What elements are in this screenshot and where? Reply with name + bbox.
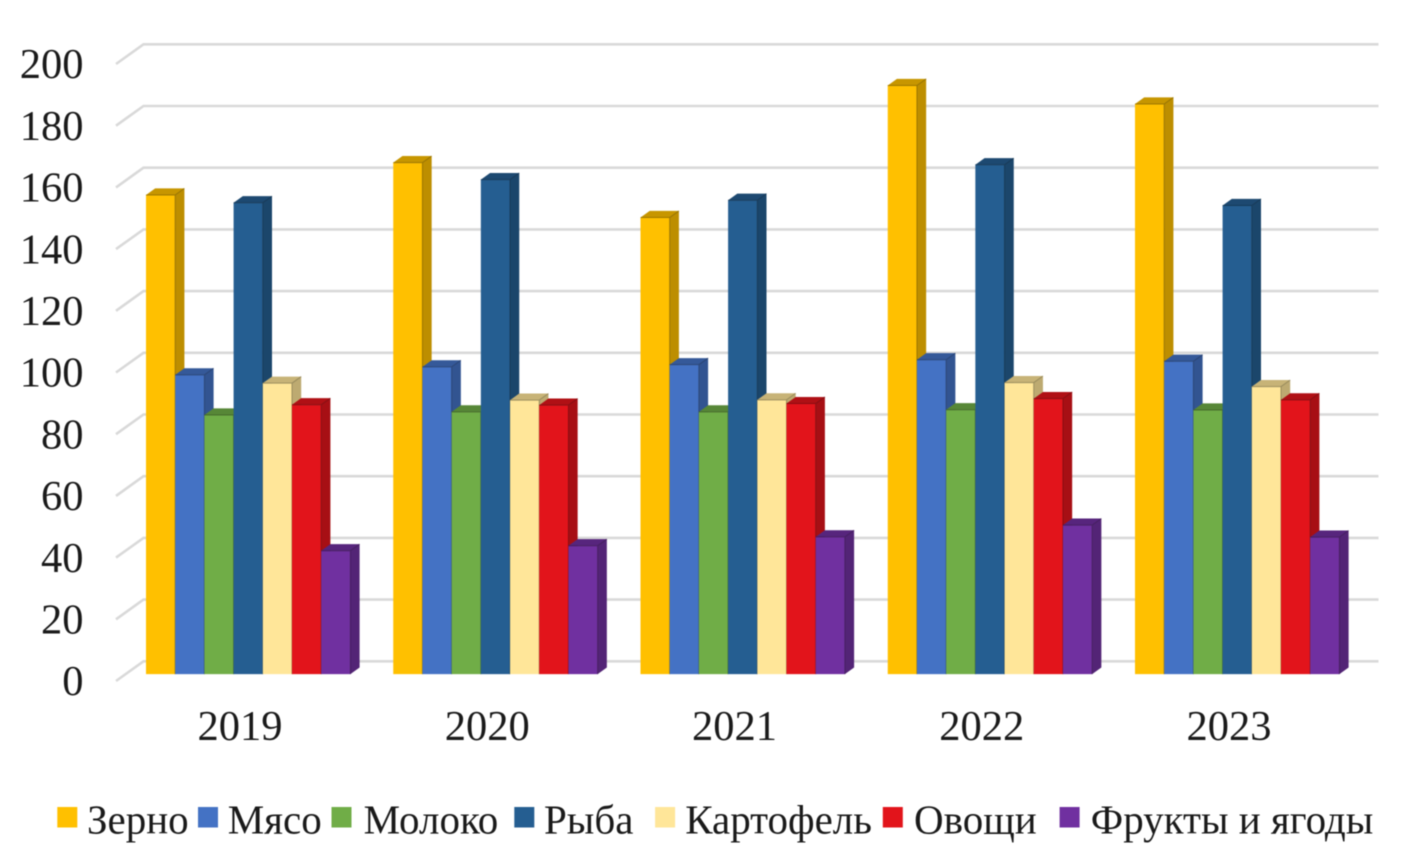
svg-text:0: 0 (62, 658, 83, 705)
svg-text:2022: 2022 (939, 703, 1024, 750)
svg-text:Молоко: Молоко (364, 797, 499, 843)
svg-text:Фрукты и ягоды: Фрукты и ягоды (1091, 797, 1374, 843)
svg-text:Зерно: Зерно (87, 797, 189, 843)
svg-text:160: 160 (20, 165, 84, 212)
svg-text:Картофель: Картофель (685, 797, 872, 843)
svg-text:2020: 2020 (445, 703, 530, 750)
svg-text:60: 60 (41, 473, 84, 520)
svg-text:2021: 2021 (692, 703, 777, 750)
svg-text:200: 200 (20, 41, 84, 88)
svg-text:120: 120 (20, 288, 84, 335)
svg-text:Овощи: Овощи (914, 797, 1037, 843)
svg-text:140: 140 (20, 226, 84, 273)
svg-text:40: 40 (41, 535, 84, 582)
svg-text:Мясо: Мясо (228, 797, 322, 843)
svg-text:180: 180 (20, 103, 84, 150)
svg-text:20: 20 (41, 597, 84, 644)
svg-text:2019: 2019 (198, 703, 283, 750)
svg-text:2023: 2023 (1187, 703, 1272, 750)
svg-text:Рыба: Рыба (544, 797, 633, 843)
svg-text:100: 100 (20, 350, 84, 397)
svg-text:80: 80 (41, 411, 84, 458)
